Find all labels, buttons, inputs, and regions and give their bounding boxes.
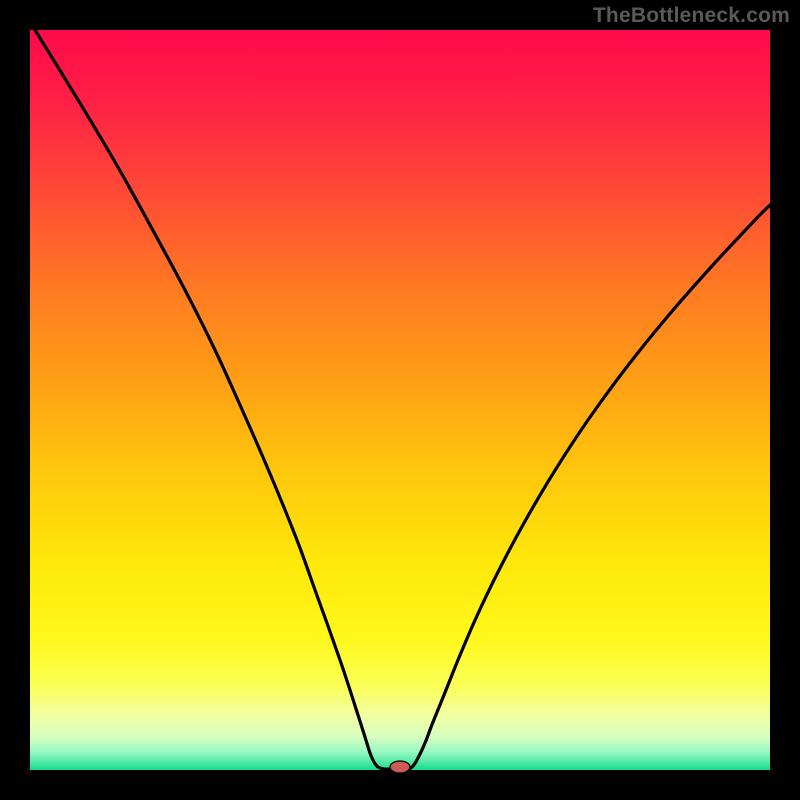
chart-container: TheBottleneck.com — [0, 0, 800, 800]
plot-background — [30, 30, 770, 770]
bottleneck-chart — [0, 0, 800, 800]
optimum-marker — [390, 761, 410, 773]
